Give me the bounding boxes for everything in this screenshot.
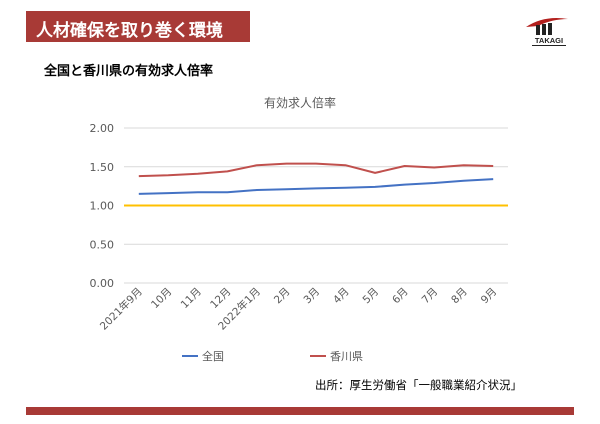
x-tick-label: 2月	[272, 286, 293, 307]
legend-label: 全国	[202, 349, 224, 363]
takagi-logo: TAKAGI	[526, 18, 568, 46]
x-tick-label: 8月	[449, 286, 470, 307]
x-tick-label: 10月	[149, 286, 174, 311]
x-tick-label: 7月	[420, 286, 441, 307]
x-tick-label: 4月	[331, 286, 352, 307]
y-tick-label: 0.00	[90, 277, 115, 290]
x-tick-label: 2021年9月	[97, 285, 145, 333]
x-tick-label: 6月	[390, 286, 411, 307]
series-line	[138, 178, 494, 195]
x-tick-label: 5月	[361, 286, 382, 307]
x-tick-label: 12月	[208, 286, 233, 311]
source-note: 出所：厚生労働省「一般職業紹介状況」	[315, 378, 522, 392]
header-bar: 人材確保を取り巻く環境	[26, 11, 250, 42]
series-line	[138, 162, 494, 178]
page-title: 人材確保を取り巻く環境	[36, 21, 223, 41]
y-tick-label: 1.50	[90, 161, 115, 174]
chart-title: 有効求人倍率	[264, 95, 336, 110]
y-tick-label: 2.00	[90, 122, 115, 135]
y-tick-label: 0.50	[90, 238, 115, 251]
legend-label: 香川県	[330, 350, 363, 363]
x-tick-label: 11月	[179, 286, 204, 311]
x-tick-label: 9月	[479, 286, 500, 307]
footer-bar	[26, 407, 574, 415]
section-subtitle: 全国と香川県の有効求人倍率	[44, 64, 214, 79]
y-tick-label: 1.00	[90, 200, 115, 213]
svg-text:TAKAGI: TAKAGI	[535, 36, 563, 45]
line-chart: 有効求人倍率 0.00 0.50 1.00 1.50 2.00 2021年9月 10月 11…	[90, 95, 508, 363]
x-tick-label: 3月	[301, 286, 322, 307]
